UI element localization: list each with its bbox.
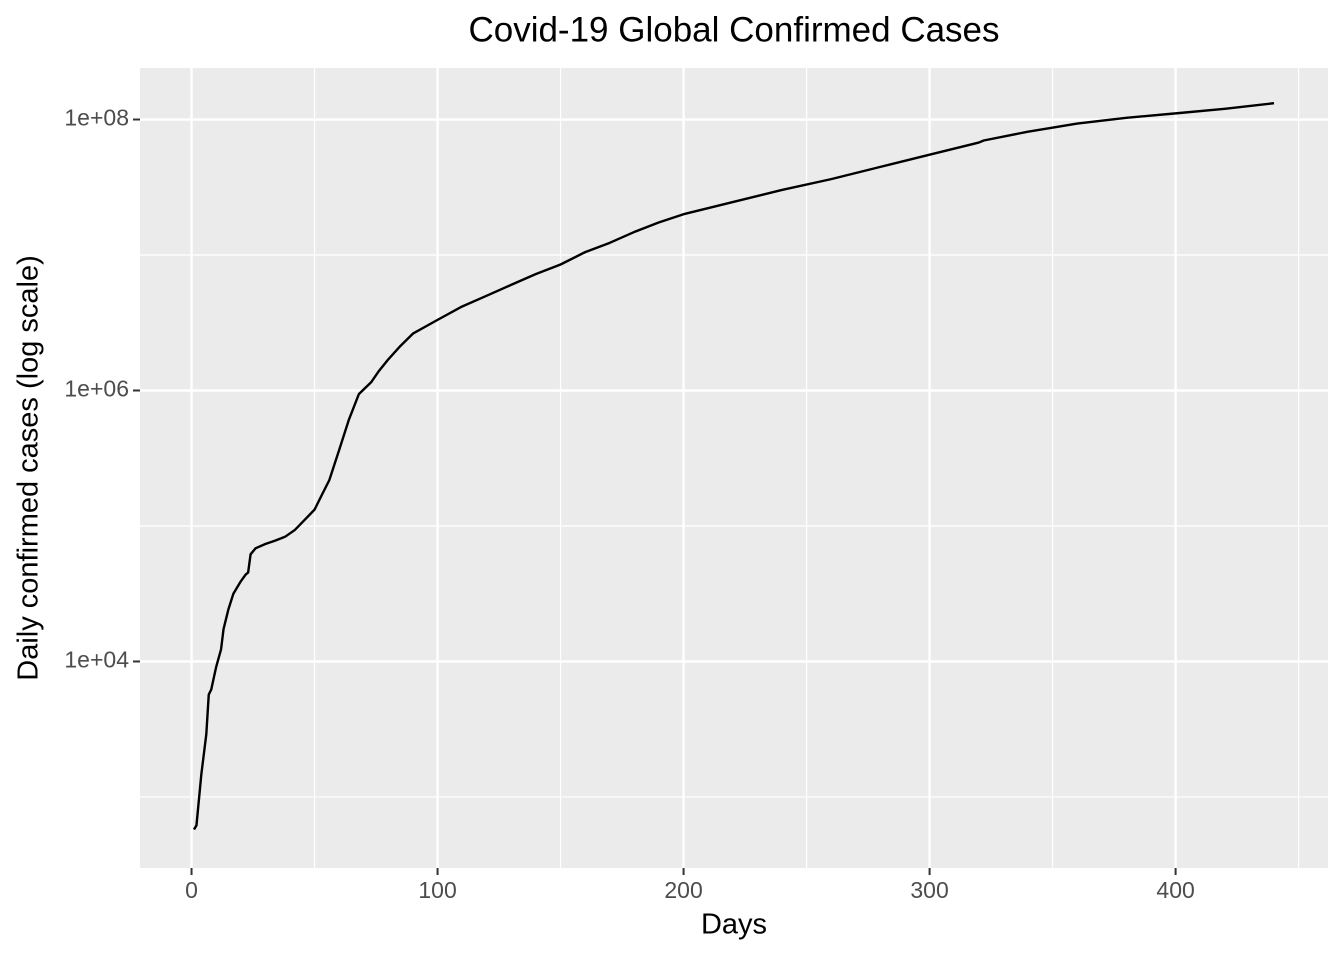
y-tick-label: 1e+04 — [64, 647, 129, 673]
line-series — [192, 101, 1275, 831]
panel — [140, 68, 1328, 868]
chart-title: Covid-19 Global Confirmed Cases — [468, 10, 999, 49]
x-tick-label: 200 — [664, 877, 702, 903]
y-axis-label: Daily confirmed cases (log scale) — [13, 255, 45, 680]
y-tick-label: 1e+06 — [64, 376, 129, 402]
x-tick-label: 300 — [910, 877, 948, 903]
y-tick-label: 1e+08 — [64, 105, 129, 131]
x-tick-label: 400 — [1156, 877, 1194, 903]
x-tick-label: 0 — [185, 877, 198, 903]
x-tick-label: 100 — [418, 877, 456, 903]
x-axis-label: Days — [701, 909, 767, 941]
